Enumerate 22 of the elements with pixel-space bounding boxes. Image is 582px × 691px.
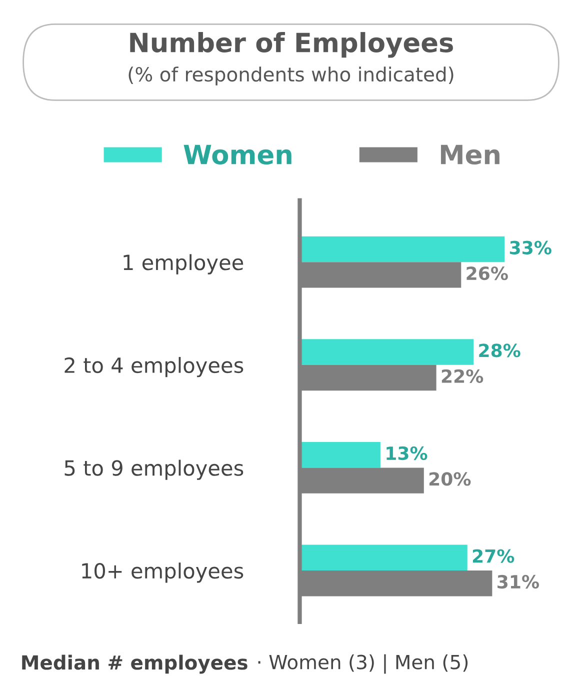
y-tick-label: 2 to 4 employees [64,356,244,378]
bar [300,236,505,262]
data-label: 31% [498,574,539,589]
y-tick-label: 10+ employees [82,562,244,583]
chart-title: Number of Employees [130,32,453,58]
data-label: 33% [510,240,552,254]
legend-label: Men [440,144,500,165]
y-tick-label: 5 to 9 employees [64,460,244,480]
data-label: 20% [429,472,471,486]
legend-label: Women [184,144,292,165]
chart-subtitle: (% of respondents who indicated) [128,66,454,86]
data-label: 28% [479,344,520,358]
text: Median # employees [22,654,248,674]
bar [300,442,380,468]
data-label: 22% [442,369,484,383]
bar [300,339,474,365]
data-label: 27% [472,549,514,563]
y-tick-label: 1 employee [124,254,244,274]
data-label: 26% [466,266,508,280]
bar [300,544,468,570]
text: · Women (3) | Men (5) [258,654,468,674]
data-label: 13% [386,446,428,460]
